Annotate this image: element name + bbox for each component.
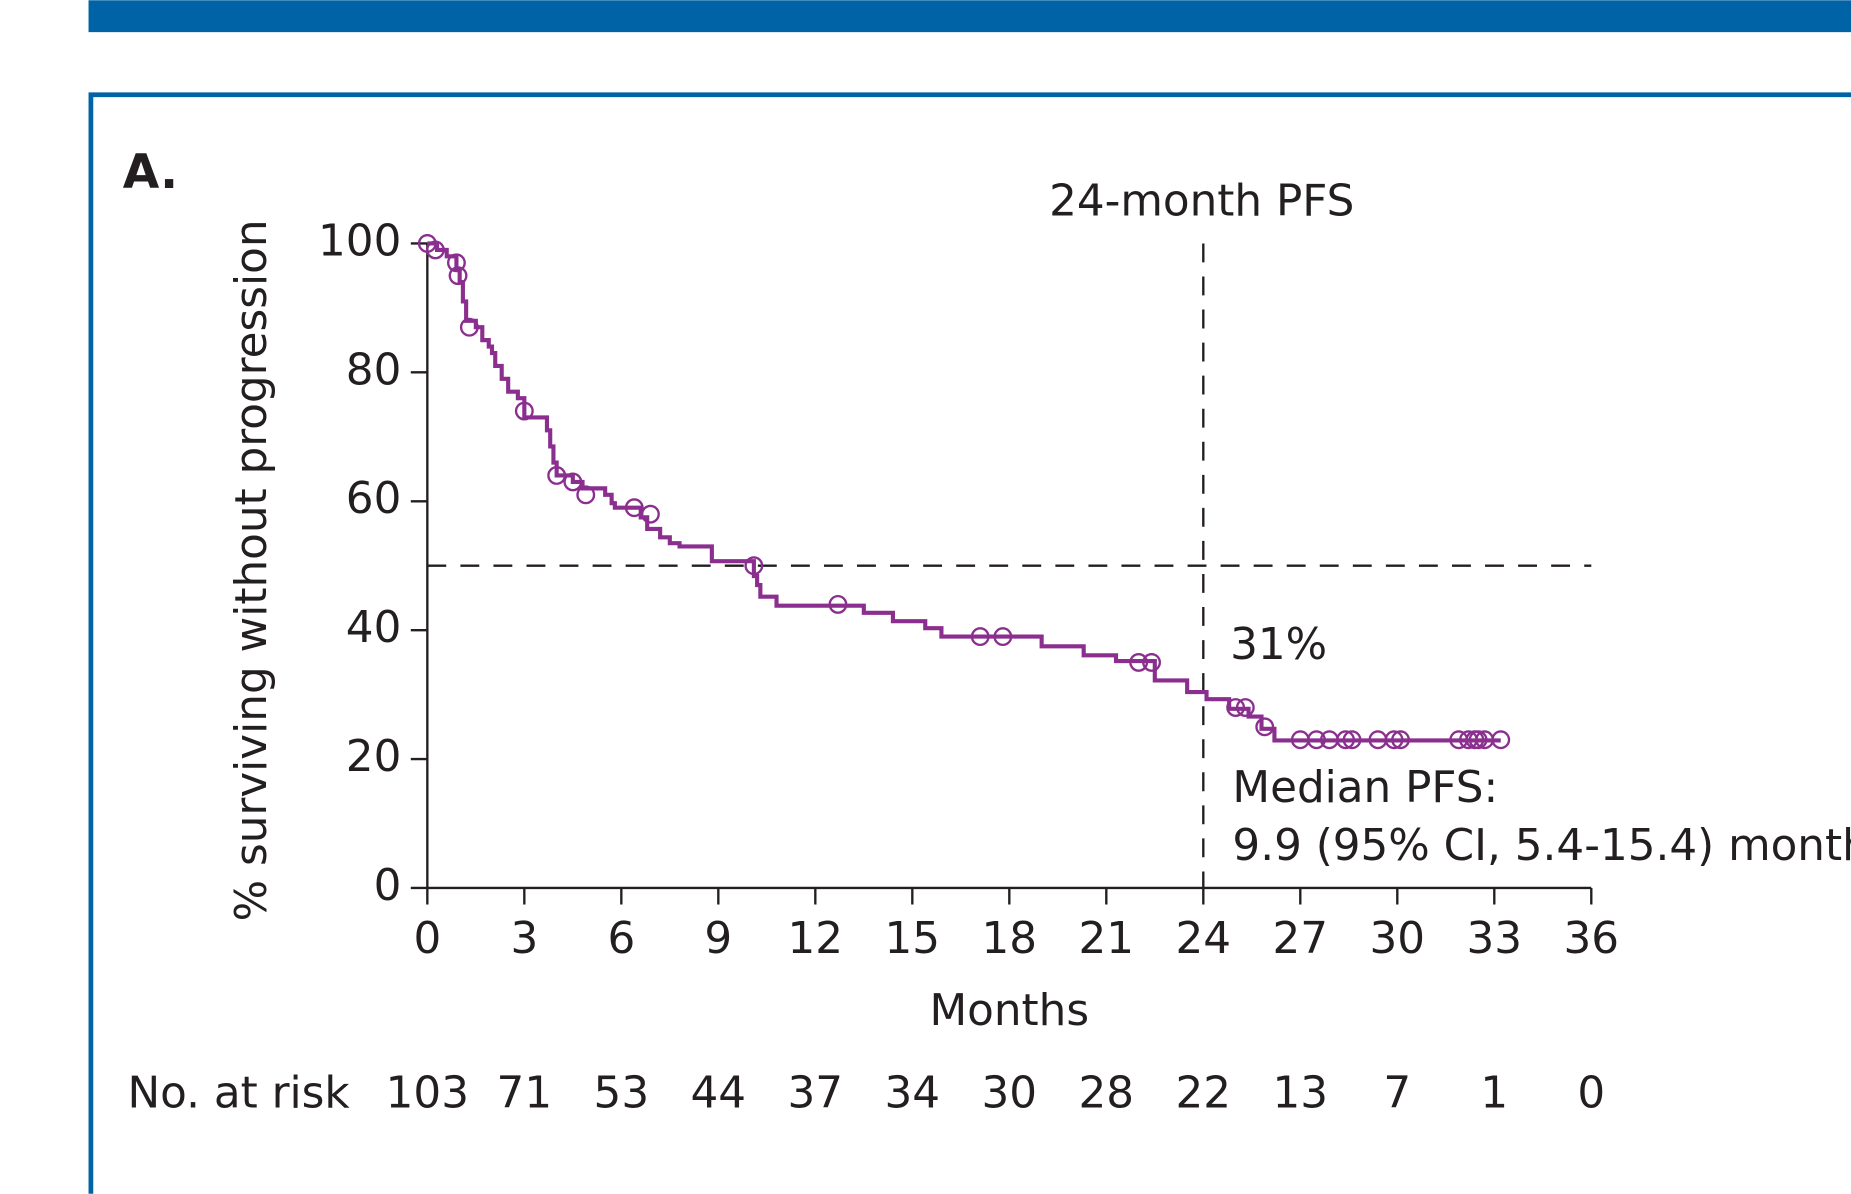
censor-mark xyxy=(1384,730,1404,750)
censor-mark xyxy=(744,556,764,576)
x-tick-label: 15 xyxy=(885,913,941,964)
panel-frame xyxy=(88,92,1851,1194)
x-tick-label: 21 xyxy=(1079,913,1135,964)
x-tick-label: 9 xyxy=(704,913,732,964)
censor-mark xyxy=(1391,730,1410,750)
censor-mark xyxy=(970,627,990,647)
y-tick-label: 20 xyxy=(346,731,402,782)
survival-curve xyxy=(427,241,1501,743)
panel-label: A. xyxy=(123,145,178,200)
y-tick-label: 80 xyxy=(346,344,402,395)
landmark-value: 31% xyxy=(1230,619,1327,670)
at-risk-value: 44 xyxy=(691,1068,747,1119)
censor-mark xyxy=(1142,652,1162,672)
at-risk-value: 37 xyxy=(788,1068,844,1119)
y-tick-label: 60 xyxy=(346,473,402,524)
censor-mark xyxy=(459,317,479,337)
y-tick-label: 100 xyxy=(318,215,401,266)
x-axis-label: Months xyxy=(930,985,1090,1036)
x-tick-label: 30 xyxy=(1370,913,1426,964)
x-tick-label: 24 xyxy=(1176,913,1232,964)
landmark-label: 24-month PFS xyxy=(1049,175,1354,226)
censor-mark xyxy=(1226,698,1246,717)
x-tick-label: 0 xyxy=(413,913,441,964)
censor-mark xyxy=(446,253,466,273)
censor-mark xyxy=(448,266,468,286)
at-risk-value: 71 xyxy=(497,1068,553,1119)
censor-mark xyxy=(547,466,567,485)
censor-mark xyxy=(1336,730,1356,750)
censor-mark xyxy=(1342,730,1362,750)
x-tick-label: 33 xyxy=(1467,913,1523,964)
censor-mark xyxy=(640,504,660,524)
at-risk-value: 28 xyxy=(1079,1068,1135,1119)
censor-mark xyxy=(828,594,848,614)
censor-mark xyxy=(1468,730,1488,750)
x-tick-label: 12 xyxy=(788,913,844,964)
at-risk-value: 7 xyxy=(1383,1068,1411,1119)
at-risk-value: 22 xyxy=(1176,1068,1232,1119)
at-risk-value: 0 xyxy=(1577,1068,1605,1119)
censor-mark xyxy=(563,472,583,492)
at-risk-label: No. at risk xyxy=(127,1068,350,1119)
at-risk-value: 1 xyxy=(1480,1068,1508,1119)
censor-mark xyxy=(576,485,596,505)
y-tick-label: 40 xyxy=(346,602,402,653)
y-tick-label: 0 xyxy=(374,860,402,911)
at-risk-value: 13 xyxy=(1273,1068,1329,1119)
x-tick-label: 3 xyxy=(510,913,538,964)
censor-mark xyxy=(1491,730,1511,750)
x-tick-label: 18 xyxy=(982,913,1038,964)
at-risk-value: 30 xyxy=(982,1068,1038,1119)
x-tick-label: 27 xyxy=(1273,913,1329,964)
y-axis-label: % surviving without progression xyxy=(226,220,277,922)
censor-mark xyxy=(1307,730,1326,750)
x-tick-label: 36 xyxy=(1564,913,1620,964)
censor-mark xyxy=(624,498,644,518)
censor-mark xyxy=(425,240,445,260)
top-banner xyxy=(88,0,1851,33)
censor-mark xyxy=(1255,717,1275,737)
median-title: Median PFS: xyxy=(1232,762,1498,813)
censor-mark xyxy=(514,401,534,421)
x-tick-label: 6 xyxy=(607,913,635,964)
median-text: 9.9 (95% CI, 5.4-15.4) months xyxy=(1232,820,1851,871)
at-risk-value: 103 xyxy=(386,1068,469,1119)
censor-mark xyxy=(1129,652,1149,672)
censor-mark xyxy=(1235,698,1255,717)
censor-mark xyxy=(993,627,1013,647)
at-risk-value: 34 xyxy=(885,1068,941,1119)
at-risk-value: 53 xyxy=(594,1068,650,1119)
